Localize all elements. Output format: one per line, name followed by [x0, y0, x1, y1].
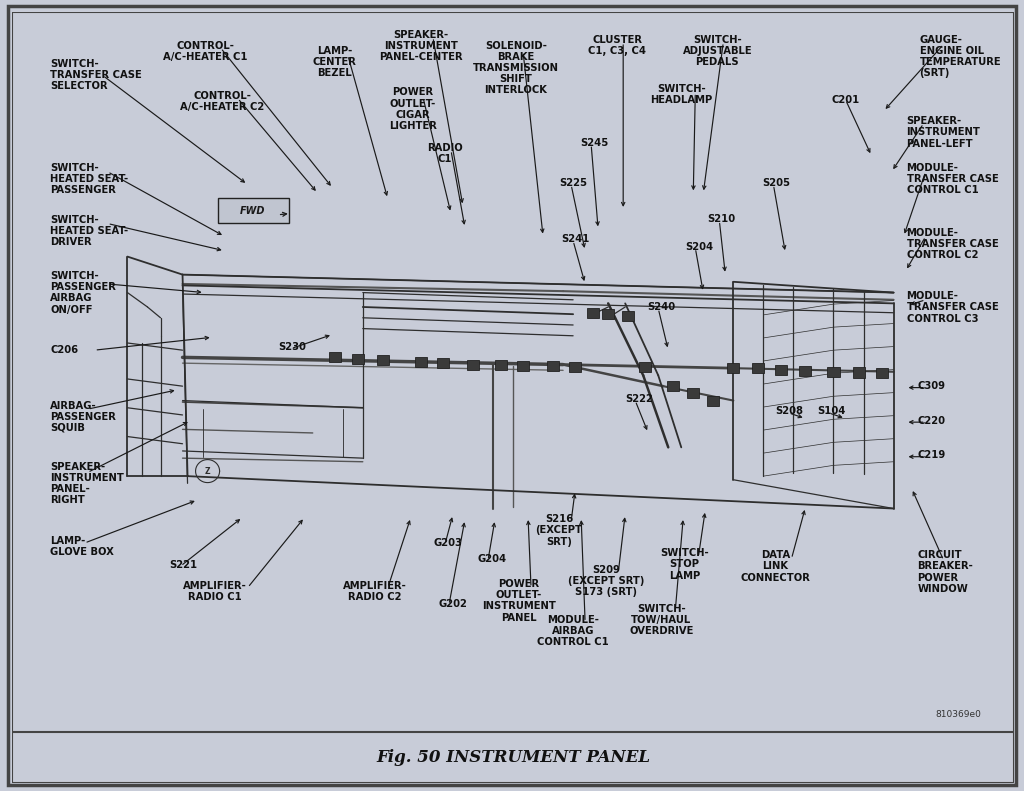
Text: SPEAKER-
INSTRUMENT
PANEL-
RIGHT: SPEAKER- INSTRUMENT PANEL- RIGHT — [50, 462, 124, 505]
Text: FWD: FWD — [240, 206, 265, 215]
Text: S240: S240 — [647, 302, 676, 312]
FancyBboxPatch shape — [517, 361, 529, 371]
Text: CONTROL-
A/C-HEATER C1: CONTROL- A/C-HEATER C1 — [163, 40, 248, 62]
FancyBboxPatch shape — [775, 365, 787, 375]
Text: 810369e0: 810369e0 — [936, 710, 982, 719]
FancyBboxPatch shape — [708, 396, 719, 406]
Text: S245: S245 — [581, 138, 608, 148]
FancyBboxPatch shape — [437, 358, 449, 368]
Text: SWITCH-
TRANSFER CASE
SELECTOR: SWITCH- TRANSFER CASE SELECTOR — [50, 59, 142, 91]
Text: C201: C201 — [831, 95, 860, 104]
FancyBboxPatch shape — [352, 354, 364, 364]
FancyBboxPatch shape — [687, 388, 699, 399]
Text: C220: C220 — [918, 416, 945, 426]
FancyBboxPatch shape — [827, 367, 840, 377]
Text: C309: C309 — [918, 381, 945, 392]
Text: DATA
LINK
CONNECTOR: DATA LINK CONNECTOR — [740, 551, 810, 583]
Text: S216
(EXCEPT
SRT): S216 (EXCEPT SRT) — [536, 514, 583, 547]
Text: POWER
OUTLET-
CIGAR
LIGHTER: POWER OUTLET- CIGAR LIGHTER — [389, 88, 437, 131]
Text: SWITCH-
STOP
LAMP: SWITCH- STOP LAMP — [659, 548, 709, 581]
FancyBboxPatch shape — [415, 357, 427, 367]
Text: C206: C206 — [50, 345, 79, 355]
FancyBboxPatch shape — [8, 6, 1016, 785]
Text: S208: S208 — [775, 407, 804, 416]
FancyBboxPatch shape — [547, 361, 559, 371]
Text: Fig. 50 INSTRUMENT PANEL: Fig. 50 INSTRUMENT PANEL — [376, 749, 650, 766]
FancyBboxPatch shape — [727, 363, 739, 373]
Text: S209
(EXCEPT SRT)
S173 (SRT): S209 (EXCEPT SRT) S173 (SRT) — [568, 565, 644, 597]
Text: SWITCH-
ADJUSTABLE
PEDALS: SWITCH- ADJUSTABLE PEDALS — [683, 35, 753, 67]
FancyBboxPatch shape — [800, 366, 811, 376]
FancyBboxPatch shape — [217, 199, 289, 223]
Text: S230: S230 — [279, 342, 306, 351]
Text: SWITCH-
HEATED SEAT-
PASSENGER: SWITCH- HEATED SEAT- PASSENGER — [50, 163, 128, 195]
FancyBboxPatch shape — [467, 360, 479, 369]
FancyBboxPatch shape — [495, 360, 507, 369]
Text: Z: Z — [205, 467, 210, 475]
FancyBboxPatch shape — [639, 362, 651, 373]
Text: SPEAKER-
INSTRUMENT
PANEL-CENTER: SPEAKER- INSTRUMENT PANEL-CENTER — [379, 30, 463, 62]
Text: G204: G204 — [478, 554, 507, 564]
Text: MODULE-
TRANSFER CASE
CONTROL C2: MODULE- TRANSFER CASE CONTROL C2 — [906, 228, 998, 260]
Text: CLUSTER
C1, C3, C4: CLUSTER C1, C3, C4 — [588, 35, 646, 56]
Text: SWITCH-
HEADLAMP: SWITCH- HEADLAMP — [650, 84, 713, 105]
FancyBboxPatch shape — [329, 352, 341, 362]
Text: AMPLIFIER-
RADIO C2: AMPLIFIER- RADIO C2 — [343, 581, 407, 602]
Text: POWER
OUTLET-
INSTRUMENT
PANEL: POWER OUTLET- INSTRUMENT PANEL — [482, 579, 556, 623]
Text: S221: S221 — [170, 560, 198, 570]
Text: AMPLIFIER-
RADIO C1: AMPLIFIER- RADIO C1 — [182, 581, 247, 602]
Text: S204: S204 — [685, 241, 714, 252]
FancyBboxPatch shape — [876, 368, 888, 378]
Text: MODULE-
TRANSFER CASE
CONTROL C1: MODULE- TRANSFER CASE CONTROL C1 — [906, 163, 998, 195]
FancyBboxPatch shape — [668, 381, 679, 392]
Text: AIRBAG-
PASSENGER
SQUIB: AIRBAG- PASSENGER SQUIB — [50, 400, 116, 433]
Text: MODULE-
TRANSFER CASE
CONTROL C3: MODULE- TRANSFER CASE CONTROL C3 — [906, 291, 998, 324]
FancyBboxPatch shape — [377, 355, 389, 365]
FancyBboxPatch shape — [569, 362, 582, 373]
Text: S104: S104 — [817, 407, 846, 416]
FancyBboxPatch shape — [853, 368, 864, 377]
FancyBboxPatch shape — [623, 311, 634, 320]
Text: MODULE-
AIRBAG
CONTROL C1: MODULE- AIRBAG CONTROL C1 — [538, 615, 609, 648]
Text: RADIO
C1: RADIO C1 — [427, 143, 463, 164]
Text: G202: G202 — [439, 599, 468, 608]
FancyBboxPatch shape — [602, 309, 614, 320]
Text: LAMP-
CENTER
BEZEL: LAMP- CENTER BEZEL — [312, 46, 356, 78]
Text: S225: S225 — [559, 178, 587, 188]
Text: C219: C219 — [918, 450, 946, 460]
Text: GAUGE-
ENGINE OIL
TEMPERATURE
(SRT): GAUGE- ENGINE OIL TEMPERATURE (SRT) — [920, 35, 1001, 78]
Text: S241: S241 — [561, 234, 590, 244]
FancyBboxPatch shape — [12, 732, 1014, 783]
Text: SWITCH-
HEATED SEAT-
DRIVER: SWITCH- HEATED SEAT- DRIVER — [50, 215, 128, 248]
Text: S210: S210 — [708, 214, 735, 224]
Text: G203: G203 — [434, 538, 463, 548]
FancyBboxPatch shape — [587, 308, 599, 318]
Text: SOLENOID-
BRAKE
TRANSMISSION
SHIFT
INTERLOCK: SOLENOID- BRAKE TRANSMISSION SHIFT INTER… — [473, 40, 559, 96]
Text: LAMP-
GLOVE BOX: LAMP- GLOVE BOX — [50, 536, 115, 557]
Text: SWITCH-
TOW/HAUL
OVERDRIVE: SWITCH- TOW/HAUL OVERDRIVE — [629, 604, 693, 636]
Text: CIRCUIT
BREAKER-
POWER
WINDOW: CIRCUIT BREAKER- POWER WINDOW — [918, 551, 974, 594]
Text: SPEAKER-
INSTRUMENT
PANEL-LEFT: SPEAKER- INSTRUMENT PANEL-LEFT — [906, 116, 980, 149]
Text: S222: S222 — [626, 394, 653, 404]
Text: CONTROL-
A/C-HEATER C2: CONTROL- A/C-HEATER C2 — [180, 91, 265, 112]
FancyBboxPatch shape — [12, 12, 1014, 732]
FancyBboxPatch shape — [753, 363, 764, 373]
Text: SWITCH-
PASSENGER
AIRBAG
ON/OFF: SWITCH- PASSENGER AIRBAG ON/OFF — [50, 271, 116, 315]
Text: S205: S205 — [763, 178, 791, 188]
